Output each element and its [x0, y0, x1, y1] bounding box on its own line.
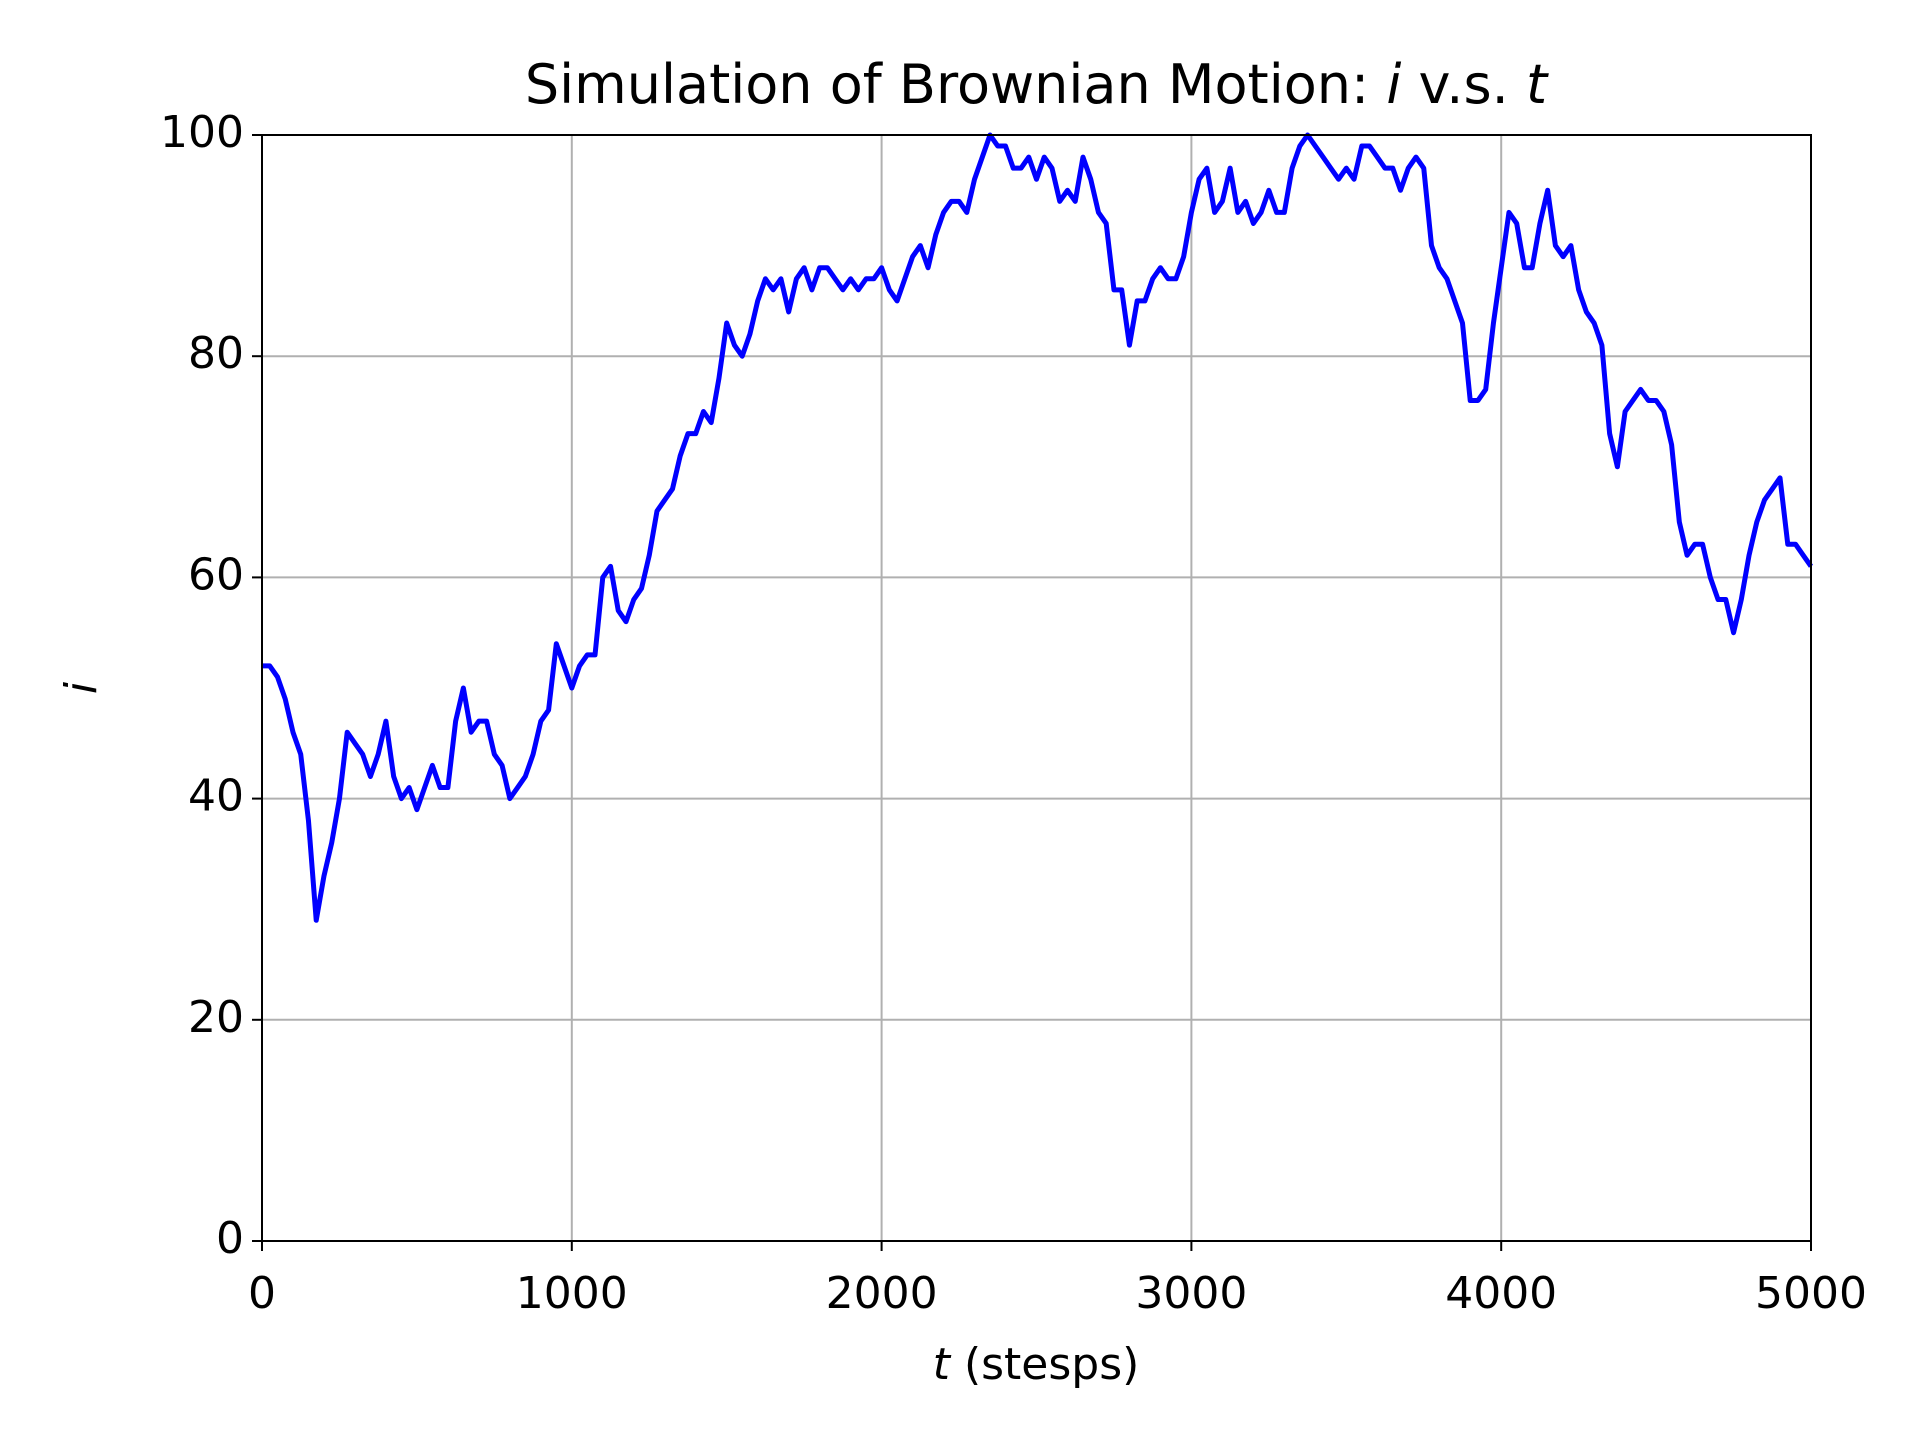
y-tick-label: 80 — [188, 328, 244, 379]
x-axis-label: t (stesps) — [933, 1339, 1140, 1390]
x-tick-label: 2000 — [826, 1268, 938, 1319]
x-tick-label: 3000 — [1135, 1268, 1247, 1319]
y-tick-label: 0 — [216, 1213, 244, 1264]
line-series — [262, 132, 1814, 923]
y-tick-label: 40 — [188, 771, 244, 822]
x-tick-label: 0 — [248, 1268, 276, 1319]
y-tick-label: 60 — [188, 549, 244, 600]
plot-frame — [261, 134, 1812, 1242]
x-tick-label: 1000 — [516, 1268, 628, 1319]
chart-title: Simulation of Brownian Motion: i v.s. t — [525, 53, 1549, 116]
y-tick-label: 100 — [160, 107, 244, 158]
y-axis-label: i — [56, 681, 107, 694]
x-tick-label: 5000 — [1755, 1268, 1867, 1319]
x-tick-label: 4000 — [1445, 1268, 1557, 1319]
y-tick-label: 20 — [188, 992, 244, 1043]
